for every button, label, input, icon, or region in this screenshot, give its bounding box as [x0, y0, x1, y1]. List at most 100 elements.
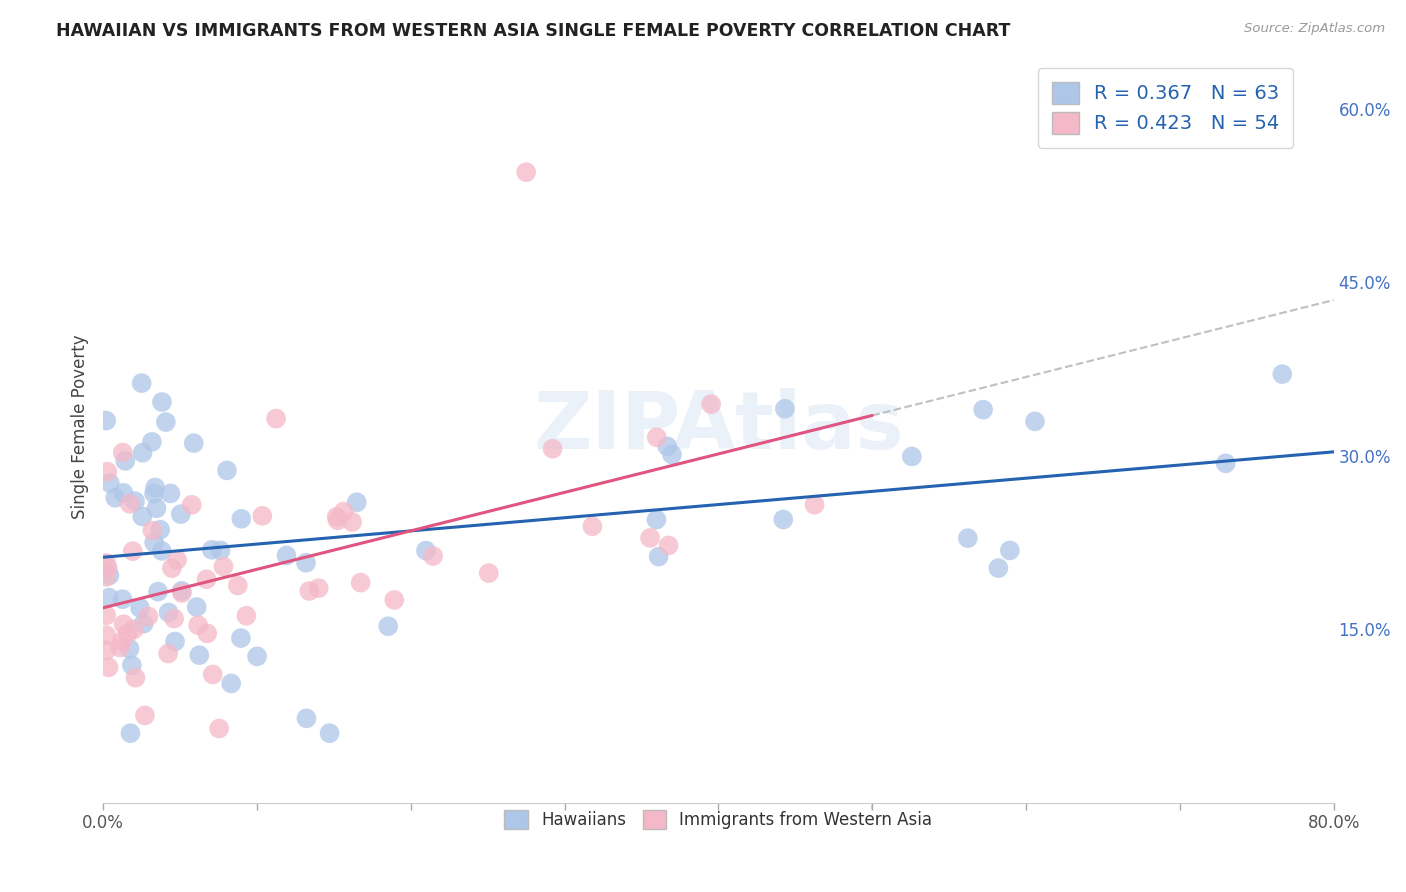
Point	[163, 634, 186, 648]
Point	[143, 535, 166, 549]
Point	[773, 401, 796, 416]
Point	[157, 606, 180, 620]
Point	[658, 538, 681, 552]
Point	[295, 556, 318, 570]
Point	[96, 414, 118, 428]
Point	[114, 454, 136, 468]
Point	[124, 494, 146, 508]
Point	[134, 708, 156, 723]
Point	[149, 523, 172, 537]
Point	[1271, 367, 1294, 381]
Point	[326, 513, 349, 527]
Point	[145, 501, 167, 516]
Point	[157, 647, 180, 661]
Point	[141, 524, 163, 538]
Point	[308, 581, 330, 595]
Point	[318, 726, 340, 740]
Point	[96, 556, 118, 570]
Point	[131, 509, 153, 524]
Point	[201, 542, 224, 557]
Point	[340, 515, 363, 529]
Point	[276, 549, 298, 563]
Point	[143, 480, 166, 494]
Point	[187, 618, 209, 632]
Point	[166, 553, 188, 567]
Point	[163, 611, 186, 625]
Point	[183, 436, 205, 450]
Point	[146, 584, 169, 599]
Point	[111, 592, 134, 607]
Point	[111, 634, 134, 648]
Text: HAWAIIAN VS IMMIGRANTS FROM WESTERN ASIA SINGLE FEMALE POVERTY CORRELATION CHART: HAWAIIAN VS IMMIGRANTS FROM WESTERN ASIA…	[56, 22, 1011, 40]
Point	[98, 568, 121, 582]
Point	[638, 531, 661, 545]
Point	[141, 434, 163, 449]
Point	[231, 512, 253, 526]
Point	[415, 543, 437, 558]
Point	[229, 631, 252, 645]
Point	[645, 430, 668, 444]
Point	[96, 643, 118, 657]
Point	[1215, 456, 1237, 470]
Point	[120, 726, 142, 740]
Point	[195, 572, 218, 586]
Point	[96, 608, 118, 623]
Point	[118, 497, 141, 511]
Point	[180, 498, 202, 512]
Point	[219, 676, 242, 690]
Point	[235, 608, 257, 623]
Point	[143, 486, 166, 500]
Text: ZIPAtlas: ZIPAtlas	[533, 388, 904, 466]
Point	[150, 395, 173, 409]
Point	[212, 559, 235, 574]
Legend: Hawaiians, Immigrants from Western Asia: Hawaiians, Immigrants from Western Asia	[498, 803, 939, 836]
Point	[121, 544, 143, 558]
Point	[112, 617, 135, 632]
Point	[661, 448, 683, 462]
Point	[138, 609, 160, 624]
Point	[382, 593, 405, 607]
Point	[209, 543, 232, 558]
Point	[700, 397, 723, 411]
Point	[422, 549, 444, 563]
Point	[515, 165, 537, 179]
Point	[987, 561, 1010, 575]
Point	[332, 504, 354, 518]
Point	[155, 415, 177, 429]
Point	[972, 402, 994, 417]
Y-axis label: Single Female Poverty: Single Female Poverty	[72, 334, 89, 519]
Point	[117, 626, 139, 640]
Point	[160, 561, 183, 575]
Point	[1024, 414, 1046, 428]
Point	[201, 667, 224, 681]
Point	[215, 463, 238, 477]
Point	[325, 509, 347, 524]
Point	[901, 450, 924, 464]
Point	[96, 465, 118, 479]
Point	[350, 575, 373, 590]
Point	[478, 566, 501, 581]
Point	[298, 584, 321, 599]
Point	[346, 495, 368, 509]
Point	[97, 660, 120, 674]
Point	[772, 512, 794, 526]
Point	[129, 600, 152, 615]
Point	[118, 641, 141, 656]
Point	[264, 411, 287, 425]
Point	[956, 531, 979, 545]
Point	[998, 543, 1021, 558]
Point	[581, 519, 603, 533]
Point	[186, 600, 208, 615]
Point	[188, 648, 211, 663]
Point	[377, 619, 399, 633]
Point	[159, 486, 181, 500]
Point	[170, 586, 193, 600]
Point	[645, 513, 668, 527]
Point	[97, 561, 120, 575]
Point	[108, 640, 131, 655]
Point	[170, 583, 193, 598]
Point	[97, 591, 120, 605]
Point	[647, 549, 669, 564]
Point	[252, 508, 274, 523]
Point	[226, 578, 249, 592]
